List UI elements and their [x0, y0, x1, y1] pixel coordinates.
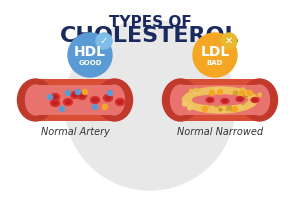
Circle shape: [233, 91, 238, 95]
Circle shape: [219, 108, 222, 111]
Ellipse shape: [103, 95, 112, 102]
Circle shape: [194, 96, 199, 100]
Ellipse shape: [26, 85, 46, 115]
Circle shape: [233, 105, 238, 110]
Ellipse shape: [182, 87, 257, 113]
Circle shape: [227, 99, 230, 102]
Ellipse shape: [50, 94, 59, 100]
Text: TYPES OF: TYPES OF: [109, 15, 191, 30]
Ellipse shape: [236, 97, 244, 102]
Text: BAD: BAD: [207, 60, 223, 66]
Ellipse shape: [65, 100, 70, 104]
Circle shape: [230, 108, 233, 111]
Circle shape: [47, 95, 52, 99]
Ellipse shape: [80, 95, 85, 98]
Circle shape: [202, 106, 208, 112]
Circle shape: [59, 106, 64, 112]
Text: ✕: ✕: [225, 36, 233, 46]
Ellipse shape: [17, 79, 53, 121]
Circle shape: [243, 100, 246, 103]
Circle shape: [208, 99, 212, 103]
Text: GOOD: GOOD: [78, 60, 102, 66]
FancyBboxPatch shape: [181, 79, 260, 121]
Ellipse shape: [52, 96, 58, 98]
Ellipse shape: [250, 85, 269, 115]
Circle shape: [193, 33, 237, 77]
Ellipse shape: [118, 100, 122, 104]
Circle shape: [188, 105, 192, 109]
Ellipse shape: [70, 92, 80, 98]
Ellipse shape: [206, 98, 214, 102]
Ellipse shape: [193, 95, 247, 105]
Circle shape: [227, 104, 231, 109]
Circle shape: [244, 94, 247, 97]
Circle shape: [188, 106, 192, 110]
Circle shape: [195, 88, 198, 92]
Circle shape: [240, 105, 243, 108]
Text: CHOLESTEROL: CHOLESTEROL: [60, 26, 240, 46]
Text: LDL: LDL: [200, 45, 230, 59]
Ellipse shape: [106, 97, 110, 99]
Ellipse shape: [208, 99, 212, 101]
Circle shape: [239, 90, 244, 96]
Ellipse shape: [251, 98, 259, 102]
Ellipse shape: [221, 98, 229, 104]
Ellipse shape: [116, 98, 124, 106]
Circle shape: [239, 100, 243, 103]
Ellipse shape: [223, 100, 227, 102]
Ellipse shape: [50, 99, 59, 106]
Circle shape: [218, 90, 223, 95]
Text: Normal Narrowed: Normal Narrowed: [177, 127, 263, 137]
Circle shape: [232, 106, 238, 112]
Circle shape: [208, 101, 211, 104]
Circle shape: [208, 104, 211, 107]
Text: ✓: ✓: [100, 36, 108, 46]
Circle shape: [209, 90, 214, 96]
Circle shape: [258, 93, 261, 97]
Circle shape: [225, 95, 228, 97]
Circle shape: [248, 90, 253, 96]
Circle shape: [240, 92, 243, 94]
Circle shape: [214, 89, 218, 93]
Ellipse shape: [77, 92, 86, 99]
Circle shape: [65, 20, 235, 190]
Ellipse shape: [52, 102, 58, 104]
Circle shape: [76, 90, 80, 95]
Circle shape: [107, 90, 112, 96]
Circle shape: [241, 102, 244, 105]
Circle shape: [226, 108, 229, 111]
FancyBboxPatch shape: [35, 79, 115, 121]
Ellipse shape: [238, 98, 242, 100]
Circle shape: [183, 102, 187, 106]
Circle shape: [194, 89, 198, 93]
Circle shape: [103, 104, 107, 110]
Text: HDL: HDL: [74, 45, 106, 59]
Text: Normal Artery: Normal Artery: [40, 127, 110, 137]
Ellipse shape: [242, 79, 278, 121]
Circle shape: [245, 92, 249, 96]
Ellipse shape: [92, 98, 98, 102]
Ellipse shape: [64, 98, 73, 106]
Circle shape: [92, 104, 98, 110]
Ellipse shape: [170, 85, 190, 115]
Circle shape: [96, 33, 112, 49]
FancyBboxPatch shape: [35, 85, 115, 115]
Circle shape: [221, 33, 237, 49]
Ellipse shape: [253, 99, 257, 101]
Circle shape: [241, 88, 245, 93]
Ellipse shape: [91, 97, 100, 104]
Circle shape: [194, 98, 198, 102]
Ellipse shape: [73, 94, 77, 97]
Ellipse shape: [104, 85, 124, 115]
Circle shape: [190, 89, 193, 92]
Ellipse shape: [163, 79, 199, 121]
Circle shape: [65, 90, 70, 96]
Circle shape: [82, 90, 88, 95]
Circle shape: [214, 102, 219, 107]
Ellipse shape: [97, 79, 133, 121]
Circle shape: [68, 33, 112, 77]
FancyBboxPatch shape: [181, 85, 260, 115]
